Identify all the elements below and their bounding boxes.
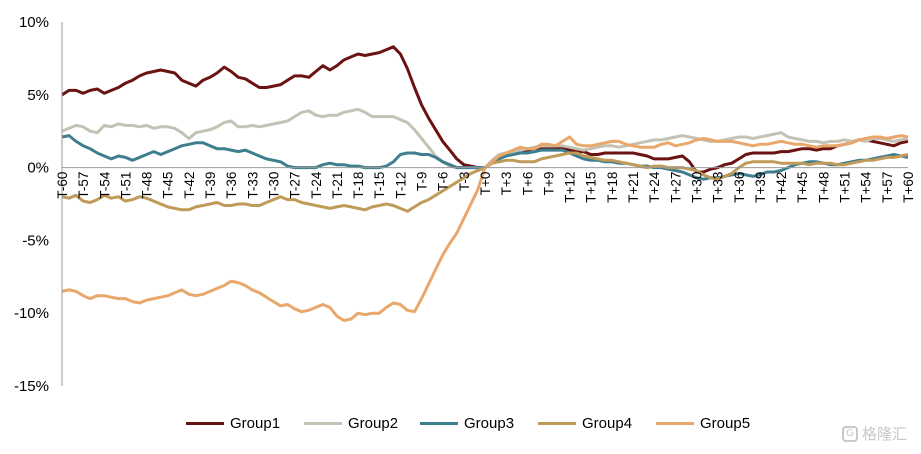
x-tick-label: T-18	[351, 172, 366, 199]
legend-label-group2: Group2	[348, 414, 399, 432]
x-tick-label: T-60	[55, 172, 70, 199]
y-tick-label: -10%	[14, 305, 49, 322]
x-tick-label: T+30	[690, 172, 705, 203]
legend-item-group1: Group1	[186, 410, 280, 436]
x-tick-label: T-54	[97, 171, 112, 199]
watermark: G 格隆汇	[841, 423, 907, 444]
legend-swatch-group4	[538, 421, 576, 425]
x-tick-label: T+3	[499, 172, 514, 196]
legend-label-group4: Group4	[582, 414, 633, 432]
x-tick-label: T+39	[753, 172, 768, 203]
x-axis: T-60 T-57 T-54 T-51 T-48 T-45 T-42 T-39 T-36 T-33…	[55, 171, 916, 203]
x-tick-label: T+57	[880, 172, 895, 203]
x-tick-label: T-3	[457, 172, 472, 192]
x-tick-label: T+48	[816, 172, 831, 203]
legend-swatch-group1	[186, 421, 224, 425]
x-tick-label: T+54	[859, 171, 874, 203]
x-tick-label: T+24	[647, 171, 662, 203]
x-tick-label: T+51	[838, 172, 853, 203]
x-tick-label: T-27	[288, 172, 303, 199]
x-tick-label: T-6	[436, 172, 451, 192]
legend-swatch-group2	[304, 421, 342, 425]
x-tick-label: T-39	[203, 172, 218, 199]
watermark-text: 格隆汇	[861, 426, 907, 443]
y-tick-label: 10%	[19, 14, 49, 31]
series-line-group2	[61, 107, 909, 170]
x-tick-label: T+42	[774, 172, 789, 203]
x-tick-label: T-21	[330, 172, 345, 199]
x-tick-label: T-15	[372, 172, 387, 199]
y-tick-label: -5%	[22, 232, 49, 249]
legend-item-group2: Group2	[304, 410, 398, 436]
x-tick-label: T-9	[415, 172, 430, 192]
x-tick-label: T+15	[584, 172, 599, 203]
x-tick-label: T-36	[224, 172, 239, 199]
legend-swatch-group3	[420, 421, 458, 425]
y-tick-label: 5%	[27, 87, 49, 104]
x-tick-label: T+18	[605, 172, 620, 203]
series-line-group1	[61, 45, 909, 174]
x-tick-label: T-48	[140, 172, 155, 199]
legend-label-group5: Group5	[700, 414, 751, 432]
x-tick-label: T-33	[245, 172, 260, 199]
x-tick-label: T+33	[711, 172, 726, 203]
legend-label-group1: Group1	[230, 414, 281, 432]
x-tick-label: T+0	[478, 172, 493, 196]
x-tick-label: T+45	[795, 172, 810, 203]
y-tick-label: -15%	[14, 378, 49, 395]
x-tick-label: T+21	[626, 172, 641, 203]
x-tick-label: T+27	[668, 172, 683, 203]
legend: Group1 Group2 Group3 Group4 Group5	[0, 410, 921, 436]
y-axis: 10% 5% 0% -5% -10% -15%	[14, 14, 49, 395]
legend-item-group3: Group3	[420, 410, 514, 436]
legend-item-group4: Group4	[538, 410, 632, 436]
legend-item-group5: Group5	[656, 410, 750, 436]
legend-swatch-group5	[656, 421, 694, 425]
x-tick-label: T+9	[541, 172, 556, 196]
x-tick-label: T-51	[118, 172, 133, 199]
brand-logo-icon: G	[841, 425, 858, 442]
x-tick-label: T+6	[520, 172, 535, 196]
x-tick-label: T-45	[161, 172, 176, 199]
y-tick-label: 0%	[27, 160, 49, 177]
x-tick-label: T+12	[563, 172, 578, 203]
x-tick-label: T+36	[732, 172, 747, 203]
x-tick-label: T-42	[182, 172, 197, 199]
line-chart: 10%5%0%-5%-10%-15% T-60 T-57 T-54 T-51 T-48 T…	[14, 14, 916, 395]
x-tick-label: T+60	[901, 172, 916, 203]
x-tick-label: T-57	[76, 172, 91, 199]
legend-label-group3: Group3	[464, 414, 515, 432]
x-tick-label: T-24	[309, 171, 324, 199]
x-tick-label: T-30	[267, 172, 282, 199]
x-tick-label: T-12	[393, 172, 408, 199]
